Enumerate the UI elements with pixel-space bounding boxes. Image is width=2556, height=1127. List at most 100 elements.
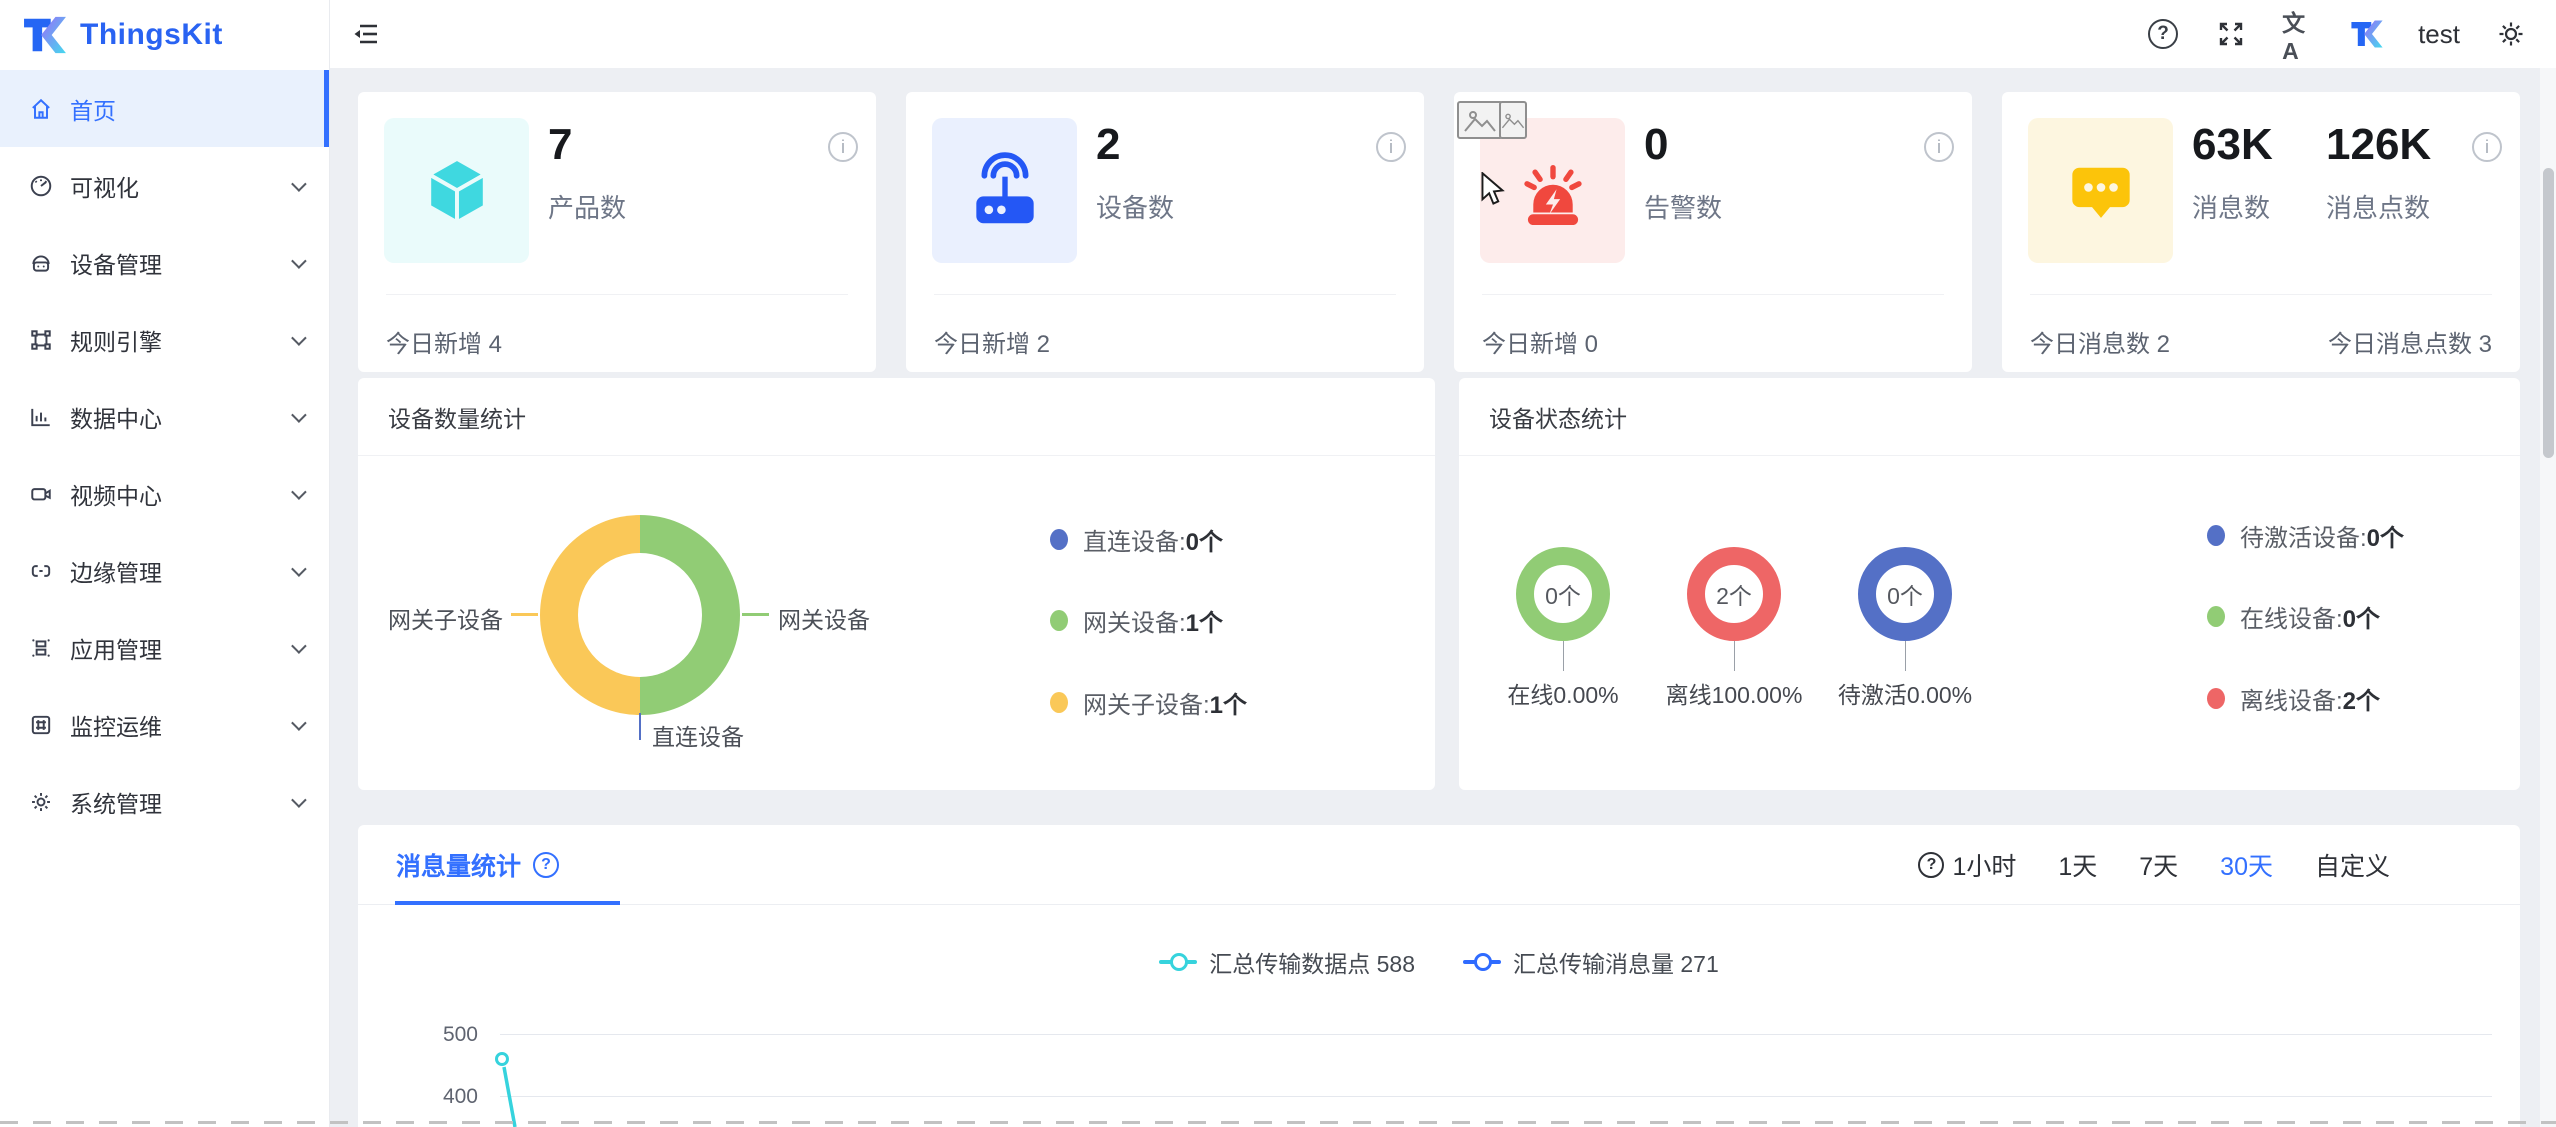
chevron-down-icon [291,638,307,654]
device-count-donut-chart: 网关设备 网关子设备 直连设备 直连设备:0个 网关设备:1个 网关子设备:1个 [358,456,1435,789]
series-marker [1159,953,1198,971]
line-chart-legend: 汇总传输数据点 588 汇总传输消息量 271 [358,945,2520,979]
callout-line [1734,641,1735,671]
legend-item-messages[interactable]: 汇总传输消息量 271 [1463,945,1719,979]
main-content: 7 产品数 i 今日新增 4 2 设备数 i 今日新增 2 0 告警数 i 今日… [330,68,2556,1127]
card-header: 设备状态统计 [1459,378,2520,456]
range-custom[interactable]: 自定义 [2314,853,2390,881]
card-divider [2030,294,2492,295]
user-avatar[interactable] [2350,17,2384,51]
line-chart-plot[interactable] [358,825,2520,1127]
sidebar-item-label: 视频中心 [70,482,162,509]
tabs-row: 消息量统计 ? ? 1小时 1天 7天 30天 自定义 [358,825,2520,905]
stat-card-alarms: 0 告警数 i 今日新增 0 [1454,92,1972,372]
tab-message-volume[interactable]: 消息量统计 ? [396,825,560,905]
sidebar-menu: 首页 可视化 设备管理 规则引擎 数据中心 [0,70,329,840]
callout-line [742,613,769,616]
online-ring[interactable]: 0个 [1516,547,1610,641]
legend-item-gateway-sub-device[interactable]: 网关子设备:1个 [1050,685,1247,720]
chevron-down-icon [291,253,307,269]
range-1day[interactable]: 1天 [2058,853,2098,881]
sidebar-item-label: 设备管理 [70,251,162,278]
inactive-ring[interactable]: 0个 [1858,547,1952,641]
range-30days[interactable]: 30天 [2220,853,2273,881]
chevron-down-icon [291,561,307,577]
home-icon [28,96,54,122]
y-axis-tick-500: 500 [442,1023,478,1046]
legend-label: 汇总传输数据点 588 [1209,951,1415,977]
product-count-label: 产品数 [548,193,627,223]
sidebar-item-label: 边缘管理 [70,559,162,586]
legend-value: 0个 [1185,529,1224,556]
broken-image-placeholder [1499,101,1527,139]
chevron-down-icon [291,407,307,423]
range-7days[interactable]: 7天 [2139,853,2179,881]
sidebar-item-system-management[interactable]: 系统管理 [0,763,329,840]
sidebar-item-label: 数据中心 [70,405,162,432]
legend-item-gateway-device[interactable]: 网关设备:1个 [1050,603,1223,638]
message-count-label: 消息数 [2192,193,2271,223]
chevron-down-icon [291,792,307,808]
device-status-rings-chart: 0个 2个 0个 在线0.00% 离线100.00% 待激活0.00% 待激活设… [1459,456,2520,789]
time-range-selector: ? 1小时 1天 7天 30天 自定义 [1918,825,2390,905]
legend-dot [1050,692,1068,713]
alarm-count-label: 告警数 [1644,193,1723,223]
range-1hour[interactable]: ? 1小时 [1918,847,2016,883]
device-management-icon [28,250,54,276]
top-bar: ? 文A test [330,0,2556,68]
stat-card-devices: 2 设备数 i 今日新增 2 [906,92,1424,372]
crop-marker-dashed-line [0,1121,2556,1124]
legend-dot [1050,529,1068,550]
alarm-count-value: 0 [1644,120,1669,169]
legend-dot [2207,606,2225,627]
rule-engine-icon [28,327,54,353]
question-circle-icon: ? [1918,852,1945,878]
legend-item-online-device[interactable]: 在线设备:0个 [2207,599,2380,634]
scrollbar-track[interactable] [2540,68,2556,1127]
donut-chart[interactable] [540,515,740,715]
legend-item-offline-device[interactable]: 离线设备:2个 [2207,681,2380,716]
scrollbar-thumb[interactable] [2543,168,2554,458]
username[interactable]: test [2418,18,2460,49]
info-icon[interactable]: i [1376,132,1406,162]
chevron-down-icon [291,176,307,192]
card-title: 设备状态统计 [1489,405,1627,432]
help-icon[interactable]: ? [2146,17,2180,51]
legend-dot [2207,688,2225,709]
legend-item-direct-device[interactable]: 直连设备:0个 [1050,522,1223,557]
sidebar-item-data-center[interactable]: 数据中心 [0,378,329,455]
legend-label: 网关子设备: [1083,692,1210,719]
info-icon[interactable]: i [1924,132,1954,162]
card-divider [1482,294,1944,295]
offline-ring[interactable]: 2个 [1687,547,1781,641]
question-circle-icon[interactable]: ? [533,852,560,878]
callout-line [1563,641,1564,671]
message-volume-card: 消息量统计 ? ? 1小时 1天 7天 30天 自定义 汇总传输数据点 588 汇… [358,825,2520,1127]
sidebar-item-rule-engine[interactable]: 规则引擎 [0,301,329,378]
language-translate-icon[interactable]: 文A [2282,9,2306,64]
chevron-down-icon [291,484,307,500]
sidebar-item-device-management[interactable]: 设备管理 [0,224,329,301]
y-axis-tick-400: 400 [442,1085,478,1108]
info-icon[interactable]: i [2472,132,2502,162]
fullscreen-icon[interactable] [2214,17,2248,51]
sidebar-item-home[interactable]: 首页 [0,70,329,147]
sidebar-fold-icon[interactable] [350,18,382,50]
info-icon[interactable]: i [828,132,858,162]
legend-label: 离线设备: [2240,688,2343,715]
legend-item-data-points[interactable]: 汇总传输数据点 588 [1159,945,1415,979]
edge-management-icon [28,558,54,584]
message-point-count-value: 126K [2326,120,2432,169]
sidebar: ThingsKit 首页 可视化 设备管理 规则引擎 [0,0,330,1127]
legend-dot [2207,525,2225,546]
sidebar-item-monitor-ops[interactable]: 监控运维 [0,686,329,763]
sidebar-item-edge-management[interactable]: 边缘管理 [0,532,329,609]
mouse-cursor-icon [1480,171,1508,211]
legend-item-inactive-device[interactable]: 待激活设备:0个 [2207,518,2404,553]
settings-gear-icon[interactable] [2494,17,2528,51]
brand-name: ThingsKit [80,18,223,51]
sidebar-item-visualization[interactable]: 可视化 [0,147,329,224]
sidebar-item-video-center[interactable]: 视频中心 [0,455,329,532]
sidebar-item-app-management[interactable]: 应用管理 [0,609,329,686]
brand-logo[interactable]: ThingsKit [0,0,329,70]
